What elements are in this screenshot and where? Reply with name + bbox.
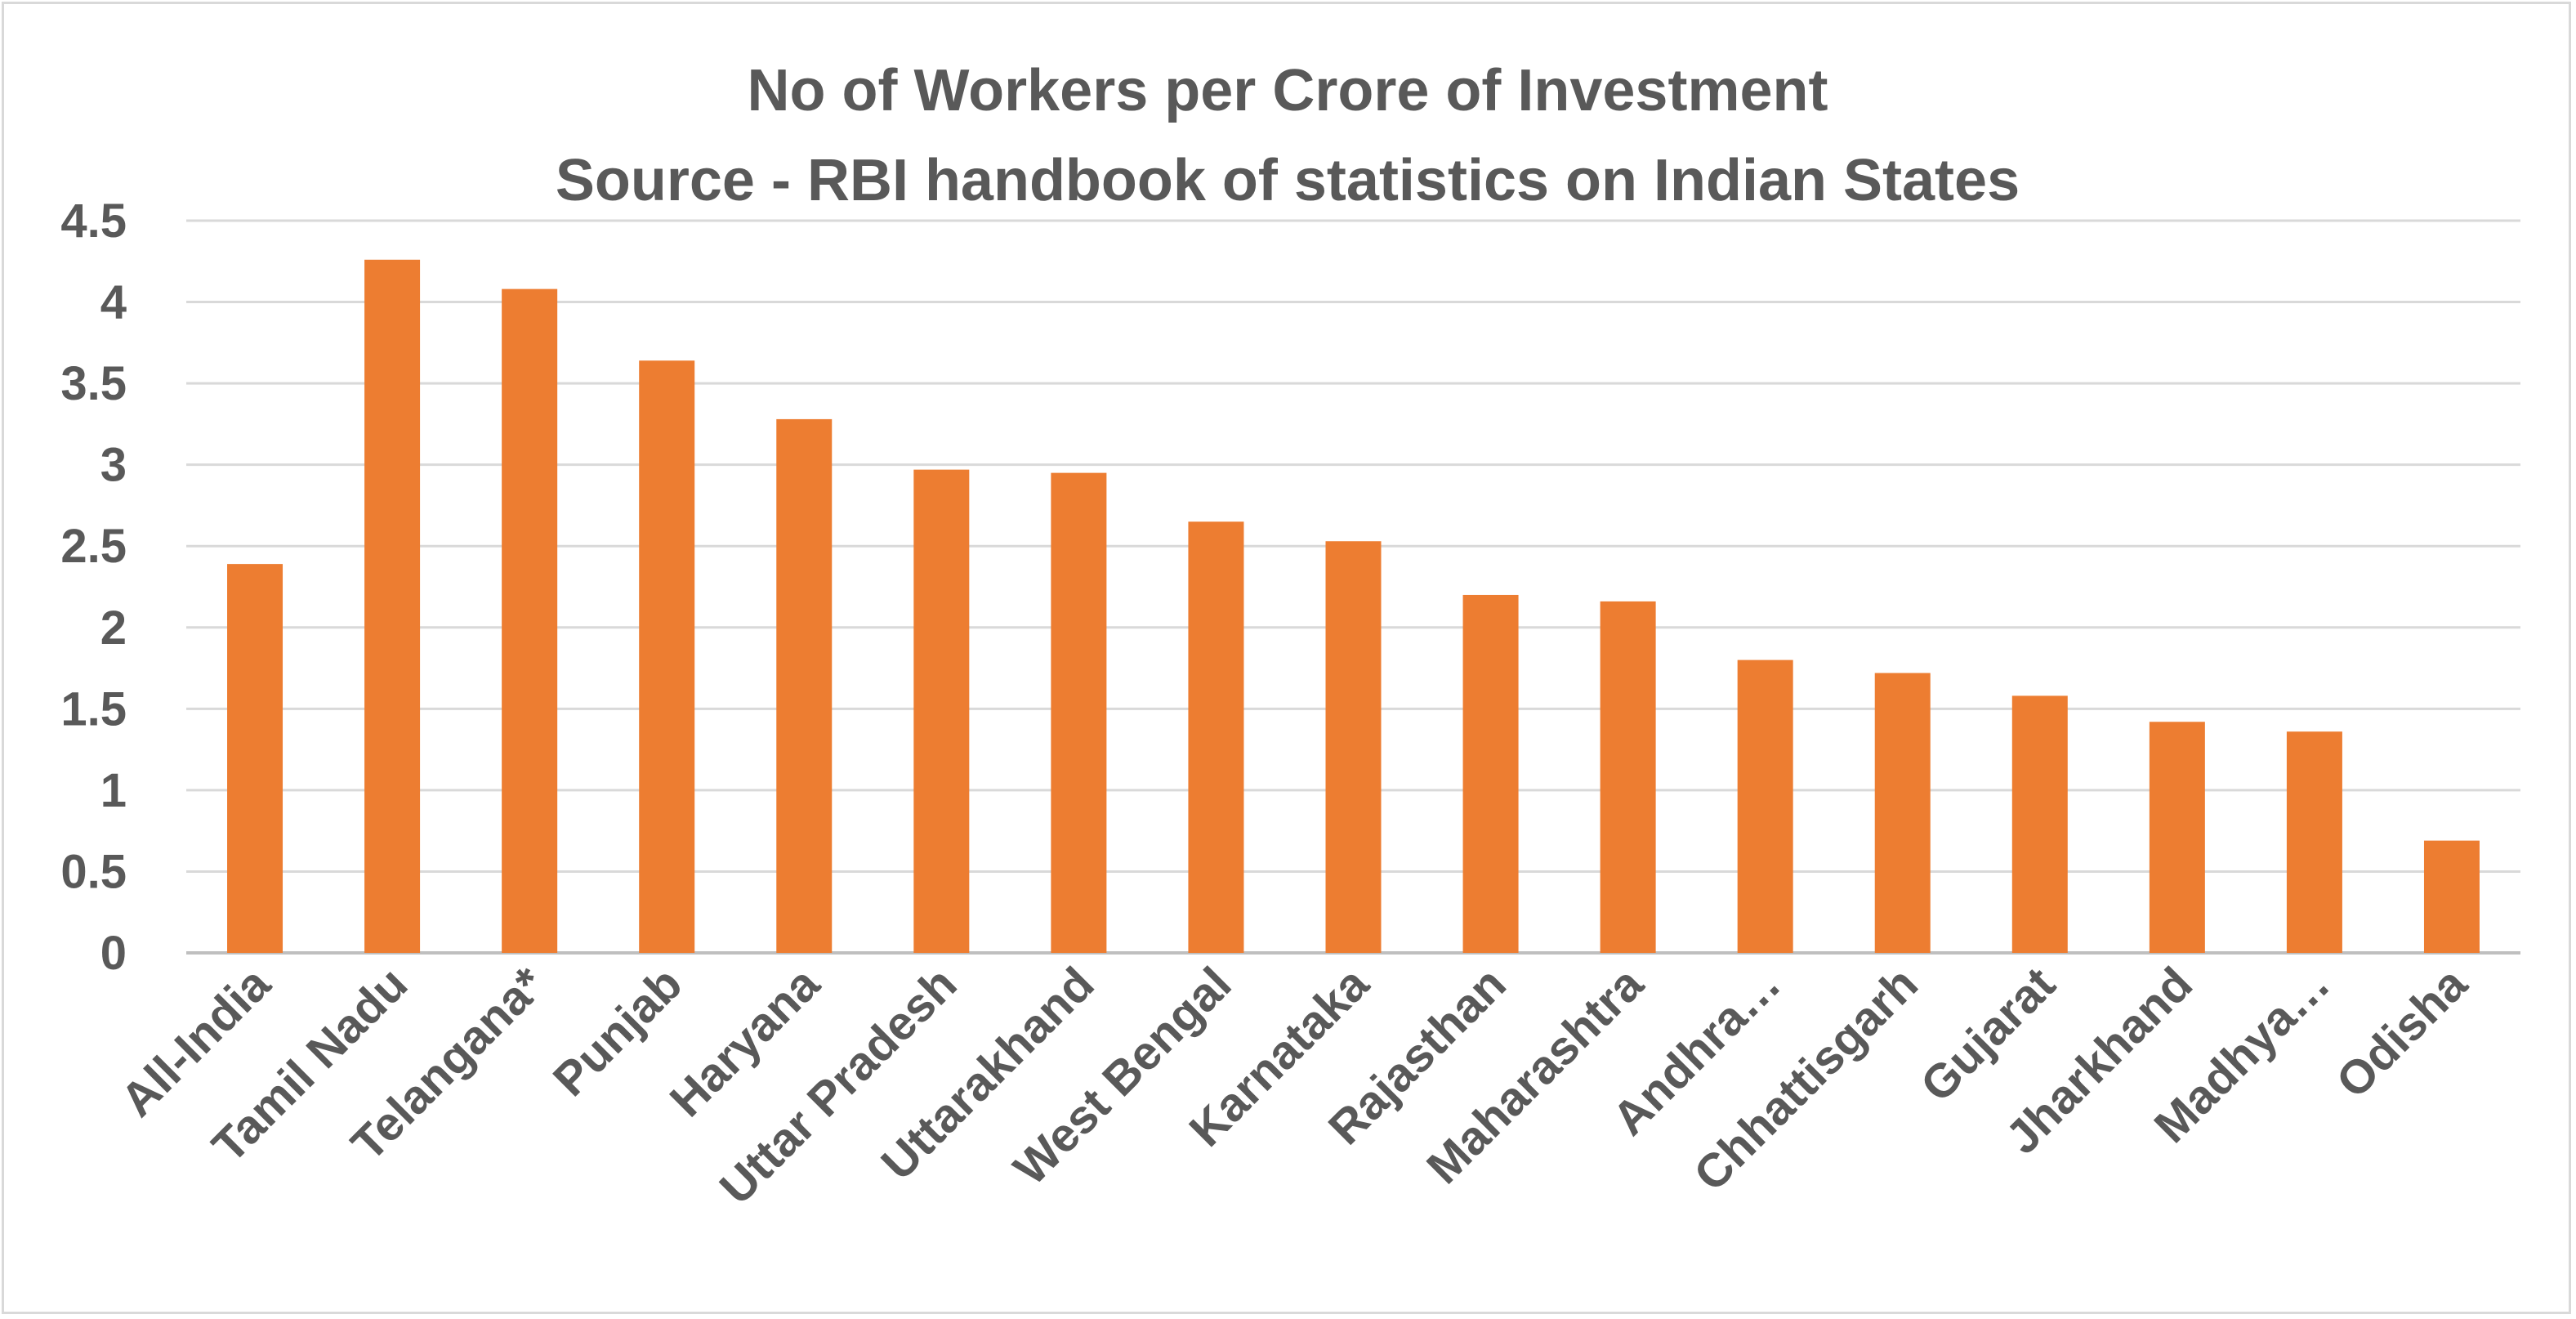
chart-subtitle: Source - RBI handbook of statistics on I… [556,148,2020,213]
bar [1600,601,1656,953]
y-tick-label: 4 [100,276,127,329]
bar [2011,695,2068,953]
bar [1462,594,1519,953]
bar [913,469,970,953]
x-tick-label: Odisha [2326,957,2478,1109]
y-tick-label: 1.5 [60,682,127,736]
bar [639,360,695,953]
y-tick-label: 0.5 [60,845,127,898]
y-tick-label: 3 [100,439,127,492]
bar [1737,660,1793,953]
y-axis-ticks: 0 0.5 1 1.5 2 2.5 3 3.5 4 4.5 [60,194,127,980]
bar [2286,731,2342,953]
x-tick-label: Uttar Pradesh [710,957,967,1214]
gridlines [186,219,2520,955]
bar [2423,840,2480,953]
bar [1325,541,1382,953]
bar [227,564,283,953]
bar [364,259,421,954]
y-tick-label: 2 [100,601,127,655]
chart-title: No of Workers per Crore of Investment [748,58,1828,123]
bar [1051,472,1107,953]
y-tick-label: 1 [100,764,127,817]
y-tick-label: 4.5 [60,194,127,248]
bar [776,418,833,953]
y-tick-label: 0 [100,927,127,980]
bar [502,288,558,953]
y-tick-label: 3.5 [60,357,127,410]
bar [2149,722,2205,953]
bar [1188,521,1244,953]
bars [227,259,2480,954]
bar [1874,673,1931,953]
y-tick-label: 2.5 [60,520,127,573]
